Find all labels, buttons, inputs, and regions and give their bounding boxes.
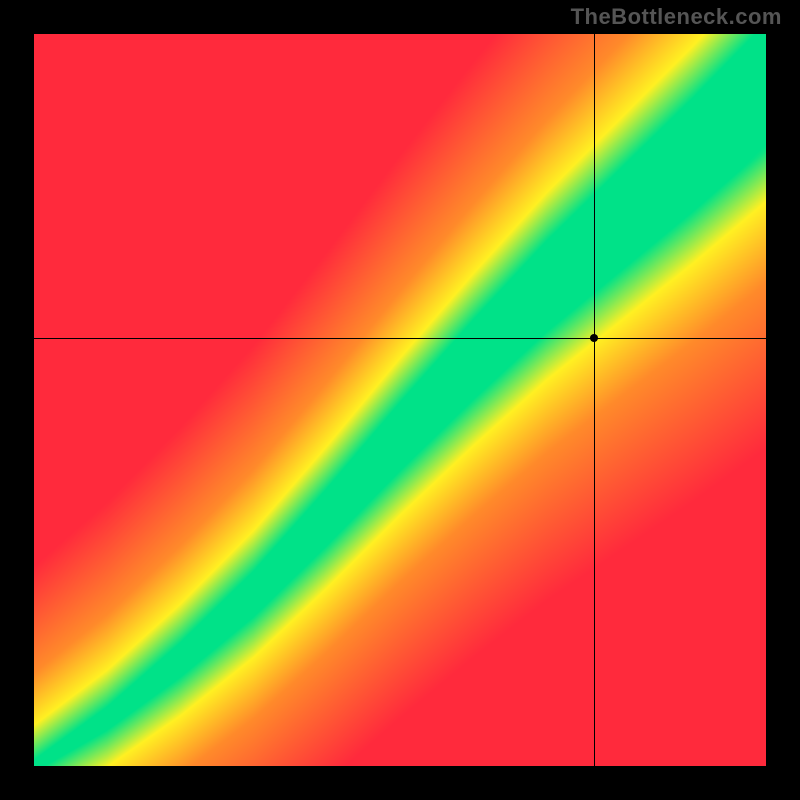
heatmap-canvas: [34, 34, 766, 766]
crosshair-marker: [590, 334, 598, 342]
heatmap-plot: [34, 34, 766, 766]
watermark-text: TheBottleneck.com: [571, 4, 782, 30]
crosshair-vertical-line: [594, 34, 595, 766]
crosshair-horizontal-line: [34, 338, 766, 339]
